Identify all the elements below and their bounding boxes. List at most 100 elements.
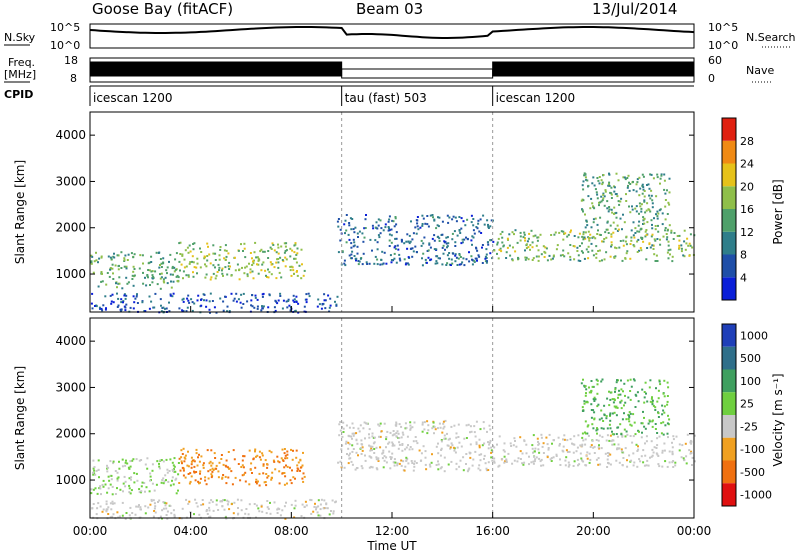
echo-cell [496,241,499,244]
echo-cell [222,274,224,277]
echo-cell [343,223,346,226]
echo-cell [286,457,289,460]
echo-cell [398,253,401,256]
echo-cell [169,458,172,461]
echo-cell [524,258,527,261]
echo-cell [170,280,172,283]
echo-cell [426,432,429,435]
echo-cell [403,242,406,245]
echo-cell [350,460,353,463]
echo-cell [507,452,510,455]
x-tick-label-2: 08:00 [274,524,309,538]
echo-cell [220,500,223,503]
echo-cell [287,300,290,302]
echo-cell [193,465,196,468]
echo-cell [663,405,666,408]
echo-cell [97,459,100,462]
echo-cell [189,472,192,475]
echo-cell [635,210,638,213]
echo-cell [532,434,535,437]
echo-cell [487,469,490,471]
echo-cell [648,243,651,246]
echo-cell [289,265,292,268]
echo-cell [106,272,109,274]
echo-cell [192,275,195,278]
echo-cell [390,458,392,460]
echo-cell [170,286,173,289]
echo-cell [649,400,652,403]
echo-cell [584,443,587,446]
echo-cell [504,460,506,463]
echo-cell [208,501,211,504]
echo-cell [618,447,621,450]
echo-cell [632,189,635,192]
echo-cell [475,226,478,228]
echo-cell [433,425,436,428]
echo-cell [226,273,229,276]
echo-cell [181,453,184,455]
echo-cell [190,463,193,466]
echo-cell [209,262,212,265]
echo-cell [490,446,493,449]
echo-cell [663,411,666,414]
echo-cell [124,254,127,257]
echo-cell [590,390,593,392]
echo-cell [567,461,570,464]
echo-cell [169,273,172,276]
echo-cell [164,276,167,279]
echo-cell [238,268,241,271]
echo-cell [329,304,332,307]
echo-cell [356,467,359,469]
echo-cell [182,300,185,303]
echo-cell [208,516,210,519]
echo-cell [499,233,502,236]
echo-cell [489,252,492,255]
echo-cell [208,509,211,512]
echo-cell [446,254,449,257]
echo-cell [442,252,445,255]
echo-cell [603,204,606,207]
echo-cell [295,456,298,459]
echo-cell [188,500,191,503]
echo-cell [606,220,609,223]
echo-cell [563,434,566,437]
echo-cell [681,444,684,447]
echo-cell [480,453,483,456]
echo-cell [393,225,396,228]
echo-cell [222,300,225,303]
echo-cell [678,234,681,237]
echo-cell [651,448,654,451]
echo-cell [550,234,553,236]
colorbar-swatch-4 [722,186,736,209]
echo-cell [98,487,101,490]
echo-cell [608,404,611,407]
echo-cell [168,310,171,313]
echo-cell [117,476,120,479]
echo-cell [659,182,661,185]
echo-cell [424,463,427,466]
echo-cell [167,480,170,483]
echo-cell [368,466,371,469]
echo-cell [421,257,423,260]
echo-cell [598,418,601,421]
echo-cell [117,265,120,268]
echo-cell [643,199,646,202]
echo-cell [237,249,240,252]
echo-cell [551,442,553,445]
colorbar-swatch-7 [722,118,736,141]
colorbar-frame [721,323,737,507]
echo-cell [227,265,230,268]
echo-cell [413,465,416,468]
echo-cell [689,441,692,444]
echo-cell [454,216,457,219]
echo-cell [398,441,401,444]
echo-cell [632,464,635,467]
echo-cell [469,425,472,428]
echo-cell [390,228,393,231]
echo-cell [584,394,587,397]
echo-cell [203,299,205,302]
echo-cell [313,505,316,508]
echo-cell [642,175,645,178]
echo-cell [128,467,131,470]
echo-cell [612,231,615,234]
